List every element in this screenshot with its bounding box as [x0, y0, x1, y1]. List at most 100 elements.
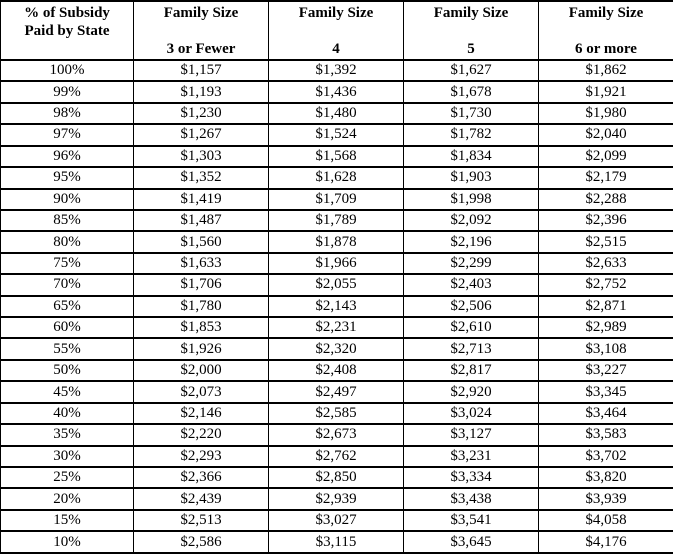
percent-cell: 35%: [0, 423, 134, 447]
amount-cell: $1,834: [403, 144, 539, 169]
amount-cell: $2,752: [538, 273, 673, 297]
amount-cell: $1,706: [133, 273, 269, 297]
amount-cell: $2,586: [133, 530, 269, 554]
amount-cell: $2,762: [268, 444, 404, 469]
header-subsidy-line2: Paid by State: [24, 23, 110, 39]
table-row: 99% $1,193 $1,436 $1,678 $1,921: [0, 80, 673, 104]
amount-cell: $1,980: [538, 101, 673, 126]
amount-cell: $2,040: [538, 123, 673, 147]
table-row: 45% $2,073 $2,497 $2,920 $3,345: [0, 380, 673, 404]
amount-cell: $1,627: [403, 58, 539, 83]
amount-cell: $2,920: [403, 380, 539, 404]
table-row: 30% $2,293 $2,762 $3,231 $3,702: [0, 444, 673, 469]
family-size-label: Family Size: [433, 5, 509, 21]
amount-cell: $2,366: [133, 465, 269, 490]
percent-cell: 98%: [0, 101, 134, 126]
amount-cell: $2,396: [538, 208, 673, 233]
table-row: 20% $2,439 $2,939 $3,438 $3,939: [0, 487, 673, 511]
table-row: 70% $1,706 $2,055 $2,403 $2,752: [0, 273, 673, 297]
percent-cell: 80%: [0, 230, 134, 254]
percent-cell: 70%: [0, 273, 134, 297]
amount-cell: $2,099: [538, 144, 673, 169]
amount-cell: $1,487: [133, 208, 269, 233]
amount-cell: $3,231: [403, 444, 539, 469]
percent-cell: 95%: [0, 166, 134, 190]
percent-cell: 96%: [0, 144, 134, 169]
amount-cell: $1,903: [403, 166, 539, 190]
amount-cell: $1,628: [268, 166, 404, 190]
amount-cell: $2,439: [133, 487, 269, 511]
amount-cell: $2,231: [268, 316, 404, 340]
amount-cell: $3,334: [403, 465, 539, 490]
amount-cell: $4,176: [538, 530, 673, 554]
table-row: 97% $1,267 $1,524 $1,782 $2,040: [0, 123, 673, 147]
header-subsidy-line1: % of Subsidy: [24, 5, 110, 21]
amount-cell: $2,506: [403, 294, 539, 319]
amount-cell: $1,157: [133, 58, 269, 83]
family-size-value: 3 or Fewer: [166, 41, 236, 57]
percent-cell: 75%: [0, 251, 134, 276]
amount-cell: $1,853: [133, 316, 269, 340]
percent-cell: 40%: [0, 401, 134, 426]
table-row: 100% $1,157 $1,392 $1,627 $1,862: [0, 58, 673, 83]
amount-cell: $1,419: [133, 187, 269, 211]
percent-cell: 15%: [0, 508, 134, 533]
amount-cell: $1,352: [133, 166, 269, 190]
amount-cell: $3,702: [538, 444, 673, 469]
amount-cell: $3,345: [538, 380, 673, 404]
percent-cell: 100%: [0, 58, 134, 83]
table-row: 25% $2,366 $2,850 $3,334 $3,820: [0, 465, 673, 490]
amount-cell: $2,939: [268, 487, 404, 511]
amount-cell: $3,024: [403, 401, 539, 426]
family-size-value: 4: [332, 41, 340, 57]
percent-cell: 90%: [0, 187, 134, 211]
amount-cell: $2,092: [403, 208, 539, 233]
amount-cell: $2,073: [133, 380, 269, 404]
percent-cell: 50%: [0, 358, 134, 383]
amount-cell: $3,820: [538, 465, 673, 490]
family-size-value: 5: [467, 41, 475, 57]
amount-cell: $2,989: [538, 316, 673, 340]
percent-cell: 55%: [0, 337, 134, 361]
amount-cell: $3,115: [268, 530, 404, 554]
percent-cell: 99%: [0, 80, 134, 104]
percent-cell: 60%: [0, 316, 134, 340]
amount-cell: $1,267: [133, 123, 269, 147]
amount-cell: $1,230: [133, 101, 269, 126]
table-row: 50% $2,000 $2,408 $2,817 $3,227: [0, 358, 673, 383]
amount-cell: $2,871: [538, 294, 673, 319]
amount-cell: $1,878: [268, 230, 404, 254]
amount-cell: $1,862: [538, 58, 673, 83]
amount-cell: $1,789: [268, 208, 404, 233]
amount-cell: $3,645: [403, 530, 539, 554]
percent-cell: 85%: [0, 208, 134, 233]
table-row: 65% $1,780 $2,143 $2,506 $2,871: [0, 294, 673, 319]
amount-cell: $1,709: [268, 187, 404, 211]
table-row: 98% $1,230 $1,480 $1,730 $1,980: [0, 101, 673, 126]
table-row: 90% $1,419 $1,709 $1,998 $2,288: [0, 187, 673, 211]
header-spacer: [540, 22, 673, 40]
amount-cell: $1,998: [403, 187, 539, 211]
table-row: 10% $2,586 $3,115 $3,645 $4,176: [0, 530, 673, 554]
percent-cell: 10%: [0, 530, 134, 554]
table-row: 55% $1,926 $2,320 $2,713 $3,108: [0, 337, 673, 361]
amount-cell: $2,299: [403, 251, 539, 276]
table-row: 35% $2,220 $2,673 $3,127 $3,583: [0, 423, 673, 447]
amount-cell: $3,227: [538, 358, 673, 383]
amount-cell: $3,464: [538, 401, 673, 426]
header-spacer: [405, 22, 538, 40]
amount-cell: $2,179: [538, 166, 673, 190]
amount-cell: $2,633: [538, 251, 673, 276]
amount-cell: $1,480: [268, 101, 404, 126]
family-size-label: Family Size: [163, 5, 239, 21]
table-row: 40% $2,146 $2,585 $3,024 $3,464: [0, 401, 673, 426]
percent-cell: 25%: [0, 465, 134, 490]
amount-cell: $2,713: [403, 337, 539, 361]
percent-cell: 45%: [0, 380, 134, 404]
amount-cell: $2,817: [403, 358, 539, 383]
amount-cell: $1,436: [268, 80, 404, 104]
amount-cell: $3,027: [268, 508, 404, 533]
table-row: 95% $1,352 $1,628 $1,903 $2,179: [0, 166, 673, 190]
amount-cell: $1,524: [268, 123, 404, 147]
